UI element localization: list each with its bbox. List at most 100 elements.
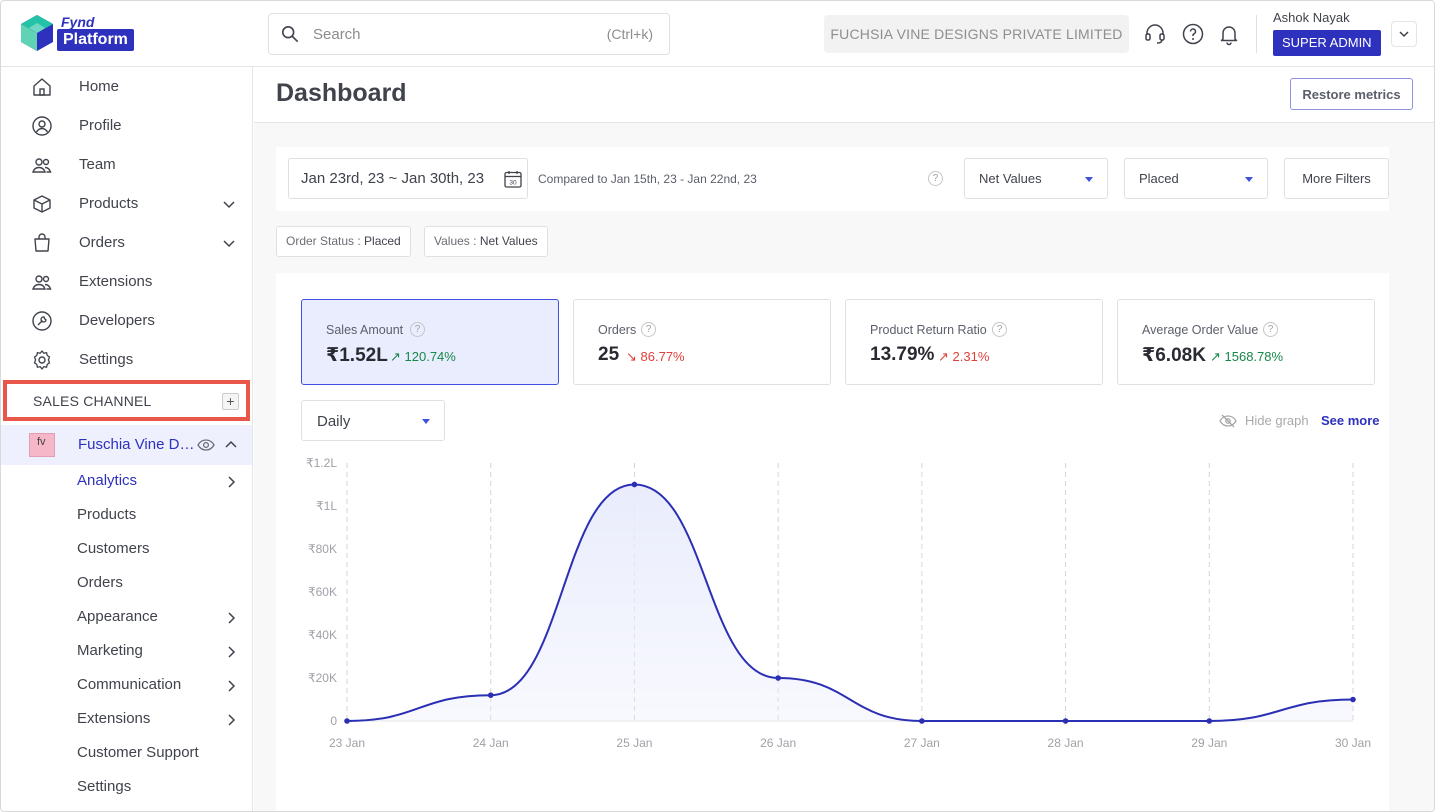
header-divider bbox=[1256, 15, 1257, 53]
sidebar-item-products[interactable]: Products bbox=[1, 184, 252, 223]
metric-delta: ↗ 120.74% bbox=[390, 349, 456, 365]
metric-value: 25 bbox=[598, 344, 620, 365]
sidebar: Home Profile Team Products Orders Extens… bbox=[1, 67, 253, 811]
subnav-analytics[interactable]: Analytics bbox=[1, 465, 252, 499]
help-icon[interactable] bbox=[1181, 22, 1205, 46]
metric-help-icon[interactable]: ? bbox=[641, 322, 656, 337]
filter-help-icon[interactable]: ? bbox=[928, 171, 943, 186]
chevron-right-icon bbox=[228, 612, 236, 624]
view-eye-icon[interactable] bbox=[197, 437, 215, 453]
date-range-picker[interactable]: Jan 23rd, 23 ~ Jan 30th, 23 30 bbox=[288, 158, 528, 199]
settings-gear-icon bbox=[31, 349, 53, 371]
channel-avatar: fv bbox=[29, 433, 55, 457]
subnav-label: Customers bbox=[77, 540, 150, 557]
restore-metrics-button[interactable]: Restore metrics bbox=[1290, 78, 1413, 110]
metric-card-average-order-value[interactable]: Average Order Value ? ₹6.08K ↗ 1568.78% bbox=[1117, 299, 1375, 385]
values-select[interactable]: Net Values bbox=[964, 158, 1108, 199]
account-menu-toggle[interactable] bbox=[1391, 21, 1417, 47]
see-more-link[interactable]: See more bbox=[1321, 413, 1380, 428]
metric-delta: ↗ 1568.78% bbox=[1210, 349, 1283, 365]
subnav-label: Appearance bbox=[77, 608, 158, 625]
metric-delta-value: 120.74% bbox=[404, 349, 456, 364]
metric-card-sales-amount[interactable]: Sales Amount ? ₹1.52L ↗ 120.74% bbox=[301, 299, 559, 385]
subnav-label: Orders bbox=[77, 574, 123, 591]
support-headset-icon[interactable] bbox=[1143, 22, 1167, 46]
values-select-value: Net Values bbox=[979, 171, 1042, 186]
order-status-select-value: Placed bbox=[1139, 171, 1179, 186]
eye-off-icon bbox=[1219, 414, 1237, 427]
channel-avatar-monogram: fv bbox=[37, 436, 46, 448]
chevron-down-icon bbox=[223, 200, 235, 208]
subnav-customer-support[interactable]: Customer Support bbox=[1, 737, 252, 771]
sidebar-item-home[interactable]: Home bbox=[1, 67, 252, 106]
hide-graph-label: Hide graph bbox=[1245, 413, 1309, 428]
arrow-up-right-icon: ↗ bbox=[938, 349, 953, 364]
subnav-customers[interactable]: Customers bbox=[1, 533, 252, 567]
subnav-communication[interactable]: Communication bbox=[1, 669, 252, 703]
sidebar-item-developers[interactable]: Developers bbox=[1, 301, 252, 340]
sidebar-item-extensions[interactable]: Extensions bbox=[1, 262, 252, 301]
sidebar-item-orders[interactable]: Orders bbox=[1, 223, 252, 262]
metric-help-icon[interactable]: ? bbox=[1263, 322, 1278, 337]
hide-graph-toggle[interactable]: Hide graph bbox=[1219, 413, 1309, 428]
period-select[interactable]: Daily bbox=[301, 400, 445, 441]
metric-card-product-return-ratio[interactable]: Product Return Ratio ? 13.79% ↗ 2.31% bbox=[845, 299, 1103, 385]
subnav-orders[interactable]: Orders bbox=[1, 567, 252, 601]
sidebar-item-label: Team bbox=[79, 156, 116, 173]
sales-channel-label: SALES CHANNEL bbox=[33, 393, 152, 409]
chevron-right-icon bbox=[228, 680, 236, 692]
sales-channel-fuschia-vine[interactable]: fv Fuschia Vine Designs bbox=[1, 425, 252, 465]
channel-name: Fuschia Vine Designs bbox=[78, 436, 196, 453]
filter-chip-values[interactable]: Values : Net Values bbox=[424, 226, 548, 257]
metric-card-orders[interactable]: Orders ? 25 ↘ 86.77% bbox=[573, 299, 831, 385]
sidebar-item-team[interactable]: Team bbox=[1, 145, 252, 184]
subnav-label: Communication bbox=[77, 676, 182, 693]
analytics-panel: Sales Amount ? ₹1.52L ↗ 120.74% Orders ?… bbox=[276, 273, 1389, 811]
sidebar-item-label: Settings bbox=[79, 351, 134, 368]
subnav-extensions[interactable]: Extensions bbox=[1, 703, 252, 737]
sidebar-item-label: Home bbox=[79, 78, 120, 95]
chevron-right-icon bbox=[228, 714, 236, 726]
subnav-label: Settings bbox=[77, 778, 132, 795]
subnav-settings[interactable]: Settings bbox=[1, 771, 252, 805]
sidebar-item-label: Orders bbox=[79, 234, 125, 251]
chevron-up-icon[interactable] bbox=[224, 438, 238, 452]
subnav-appearance[interactable]: Appearance bbox=[1, 601, 252, 635]
chevron-down-icon bbox=[1399, 31, 1409, 38]
sidebar-item-label: Profile bbox=[79, 117, 122, 134]
chip-key: Order Status : bbox=[286, 234, 365, 248]
company-switcher[interactable]: FUCHSIA VINE DESIGNS PRIVATE LIMITED bbox=[824, 15, 1129, 53]
subnav-marketing[interactable]: Marketing bbox=[1, 635, 252, 669]
metric-help-icon[interactable]: ? bbox=[410, 322, 425, 337]
more-filters-button[interactable]: More Filters bbox=[1284, 158, 1389, 199]
chevron-right-icon bbox=[228, 646, 236, 658]
arrow-up-right-icon: ↗ bbox=[1210, 349, 1225, 364]
top-bar: Fynd Platform (Ctrl+k) FUCHSIA VINE DESI… bbox=[1, 1, 1434, 67]
chevron-right-icon bbox=[228, 476, 236, 488]
metric-label: Product Return Ratio bbox=[870, 323, 987, 337]
chip-value: Net Values bbox=[479, 234, 538, 248]
calendar-day-number: 30 bbox=[509, 180, 517, 187]
caret-down-icon bbox=[1085, 177, 1093, 182]
notification-bell-icon[interactable] bbox=[1217, 22, 1241, 46]
search-input[interactable] bbox=[313, 25, 607, 43]
products-box-icon bbox=[31, 193, 53, 215]
caret-down-icon bbox=[422, 419, 430, 424]
add-sales-channel-button[interactable]: + bbox=[222, 393, 239, 410]
subnav-products[interactable]: Products bbox=[1, 499, 252, 533]
subnav-label: Marketing bbox=[77, 642, 143, 659]
filter-chip-order-status[interactable]: Order Status : Placed bbox=[276, 226, 411, 257]
sidebar-item-settings[interactable]: Settings bbox=[1, 340, 252, 379]
page-title: Dashboard bbox=[276, 79, 407, 107]
period-select-value: Daily bbox=[317, 413, 351, 430]
comparison-period-text: Compared to Jan 15th, 23 - Jan 22nd, 23 bbox=[538, 172, 757, 186]
metric-delta: ↗ 2.31% bbox=[938, 349, 989, 365]
search-box[interactable]: (Ctrl+k) bbox=[268, 13, 670, 55]
metric-help-icon[interactable]: ? bbox=[992, 322, 1007, 337]
fynd-platform-logo[interactable]: Fynd Platform bbox=[17, 13, 153, 55]
profile-icon bbox=[31, 115, 53, 137]
arrow-down-right-icon: ↘ bbox=[626, 349, 641, 364]
brand-wordmark-pill: Platform bbox=[57, 29, 134, 51]
order-status-select[interactable]: Placed bbox=[1124, 158, 1268, 199]
sidebar-item-profile[interactable]: Profile bbox=[1, 106, 252, 145]
